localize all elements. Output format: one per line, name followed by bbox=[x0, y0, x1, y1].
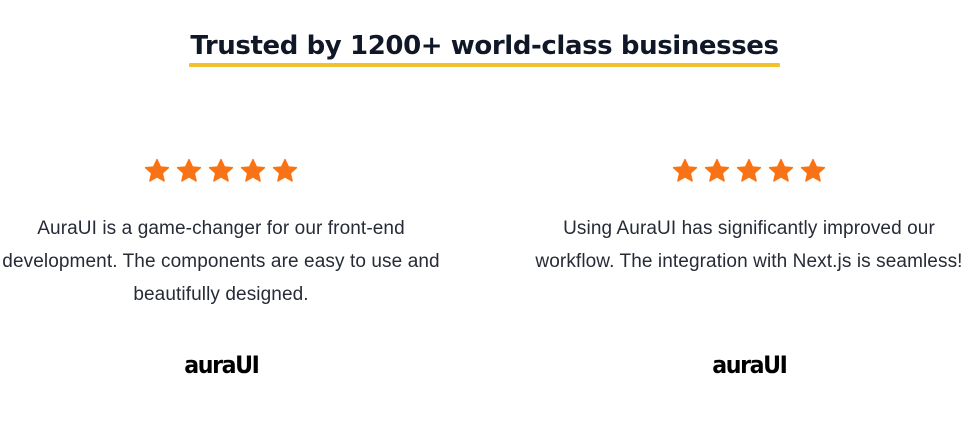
star-rating bbox=[1, 156, 441, 186]
star-icon bbox=[735, 157, 763, 185]
section-title: Trusted by 1200+ world-class businesses bbox=[189, 28, 780, 67]
section-header: Trusted by 1200+ world-class businesses bbox=[0, 28, 969, 67]
testimonial-card-1: AuraUI is a game-changer for our front-e… bbox=[1, 156, 441, 311]
company-logo-2: auraUI bbox=[529, 350, 969, 380]
section-title-text: Trusted by 1200+ world-class businesses bbox=[190, 31, 779, 61]
title-underline bbox=[189, 63, 780, 67]
star-icon bbox=[703, 157, 731, 185]
star-icon bbox=[271, 157, 299, 185]
testimonial-quote: Using AuraUI has significantly improved … bbox=[535, 218, 963, 272]
testimonial-quote: AuraUI is a game-changer for our front-e… bbox=[2, 218, 440, 305]
star-icon bbox=[671, 157, 699, 185]
star-icon bbox=[799, 157, 827, 185]
testimonial-card-2: Using AuraUI has significantly improved … bbox=[529, 156, 969, 278]
company-logo-1: auraUI bbox=[1, 350, 441, 380]
star-icon bbox=[143, 157, 171, 185]
star-icon bbox=[175, 157, 203, 185]
auraui-logo: auraUI bbox=[183, 351, 260, 379]
star-icon bbox=[767, 157, 795, 185]
star-rating bbox=[529, 156, 969, 186]
star-icon bbox=[207, 157, 235, 185]
auraui-logo: auraUI bbox=[711, 351, 788, 379]
star-icon bbox=[239, 157, 267, 185]
